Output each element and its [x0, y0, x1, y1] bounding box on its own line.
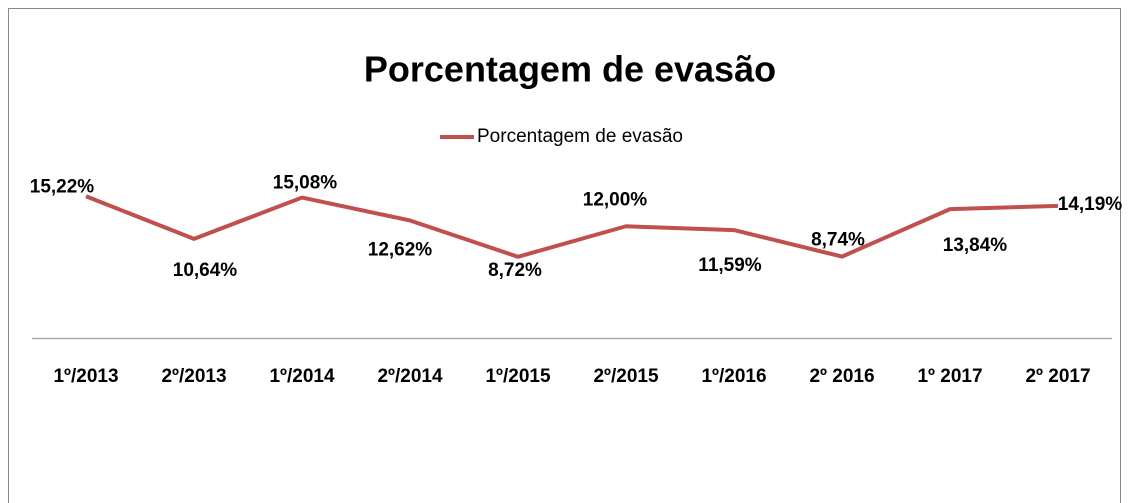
x-tick-label: 2º 2016	[809, 366, 874, 387]
data-label: 8,72%	[488, 260, 542, 281]
data-label: 15,22%	[30, 176, 95, 197]
line	[85, 194, 1059, 259]
data-label: 8,74%	[811, 230, 865, 251]
x-tick-label: 2º/2013	[161, 366, 226, 387]
x-tick-label: 1º/2013	[53, 366, 118, 387]
data-label: 15,08%	[273, 173, 338, 194]
data-label: 10,64%	[173, 260, 238, 281]
chart-title: Porcentagem de evasão	[364, 49, 776, 90]
x-tick-label: 1º/2014	[269, 366, 334, 387]
data-label: 11,59%	[698, 255, 761, 276]
x-tick-label: 2º 2017	[1025, 366, 1090, 387]
chart-frame	[8, 8, 1121, 503]
x-tick-label: 2º/2015	[593, 366, 658, 387]
legend-label: Porcentagem de evasão	[477, 126, 683, 147]
data-label: 14,19%	[1058, 194, 1123, 215]
x-tick-label: 1º/2016	[701, 366, 766, 387]
x-tick-label: 1º 2017	[917, 366, 982, 387]
x-tick-label: 2º/2014	[377, 366, 442, 387]
data-label: 12,62%	[368, 239, 433, 260]
data-label: 12,00%	[583, 189, 648, 210]
data-label: 13,84%	[943, 235, 1008, 256]
x-tick-label: 1º/2015	[485, 366, 550, 387]
